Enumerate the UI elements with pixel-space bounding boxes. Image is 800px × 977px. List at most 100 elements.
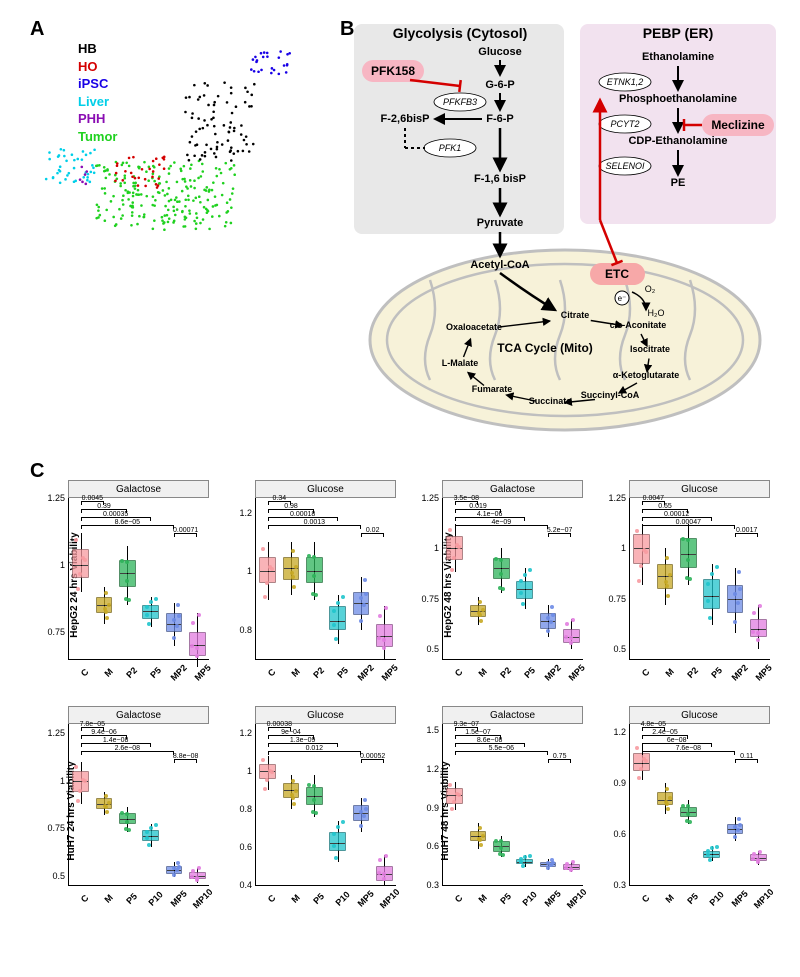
- svg-text:Ethanolamine: Ethanolamine: [642, 51, 714, 63]
- x-ticks: CMP5P10MP5MP10: [68, 888, 209, 916]
- y-tick: 1: [39, 560, 65, 570]
- svg-text:Phosphoethanolamine: Phosphoethanolamine: [619, 93, 737, 105]
- y-tick: 1.25: [413, 493, 439, 503]
- plot-area: 0.811.20.340.980.000180.00130.02: [255, 498, 396, 660]
- plot-area: 0.50.7511.257.8e−059.4e−061.4e−082.6e−08…: [68, 724, 209, 886]
- boxplot-cell: GalactoseHuH7 48 hrs Viability0.30.60.91…: [404, 706, 583, 916]
- p-value: 0.00071: [173, 527, 198, 534]
- svg-text:SELENOI: SELENOI: [605, 161, 645, 171]
- svg-text:O₂: O₂: [645, 284, 656, 294]
- svg-text:PFK158: PFK158: [371, 64, 415, 78]
- legend-item: iPSC: [78, 75, 117, 93]
- p-value: 0.75: [553, 753, 567, 760]
- p-value: 0.00035: [103, 511, 128, 518]
- svg-text:F-6-P: F-6-P: [486, 113, 514, 125]
- p-value: 0.0045: [82, 495, 103, 502]
- svg-text:CDP-Ethanolamine: CDP-Ethanolamine: [628, 135, 727, 147]
- p-value: 7.6e−08: [676, 745, 702, 752]
- p-value: 0.11: [740, 753, 753, 760]
- x-ticks: CMP2P5MP2MP5: [629, 662, 770, 690]
- legend-item: Tumor: [78, 128, 117, 146]
- p-value: 2.6e−08: [115, 745, 141, 752]
- y-tick: 0.75: [600, 594, 626, 604]
- svg-text:Fumarate: Fumarate: [472, 384, 513, 394]
- svg-text:H₂O: H₂O: [648, 308, 665, 318]
- p-value: 5.5e−06: [489, 745, 515, 752]
- p-value: 0.34: [273, 495, 287, 502]
- y-tick: 0.75: [39, 627, 65, 637]
- y-tick: 1.2: [413, 764, 439, 774]
- panel-b-diagram: Glycolysis (Cytosol)PEBP (ER)TCA Cycle (…: [350, 20, 780, 440]
- x-ticks: CMP2P5MP2MP5: [255, 662, 396, 690]
- p-value: 0.019: [469, 503, 487, 510]
- svg-text:F-1,6 bisP: F-1,6 bisP: [474, 173, 526, 185]
- p-value: 5.2e−07: [547, 527, 573, 534]
- y-tick: 1: [413, 543, 439, 553]
- boxplot-cell: Glucose0.30.60.91.24.8e−052.4e−056e−087.…: [591, 706, 770, 916]
- panel-c-row: GalactoseHuH7 24 hrs Viability0.50.7511.…: [30, 706, 770, 916]
- svg-text:ETC: ETC: [605, 267, 629, 281]
- p-value: 1.5e−07: [465, 729, 491, 736]
- boxplot-cell: Glucose0.811.20.340.980.000180.00130.02C…: [217, 480, 396, 690]
- box: [306, 557, 323, 583]
- x-ticks: CMP2P5MP2MP5: [442, 662, 583, 690]
- svg-text:PFK1: PFK1: [439, 143, 462, 153]
- p-value: 4e−09: [491, 519, 511, 526]
- y-tick: 0.3: [413, 880, 439, 890]
- box: [680, 538, 697, 568]
- p-value: 6e−08: [667, 737, 687, 744]
- plot-area: 0.40.60.811.20.000389e−041.3e−090.0120.0…: [255, 724, 396, 886]
- p-value: 0.39: [97, 503, 111, 510]
- y-tick: 0.5: [39, 871, 65, 881]
- y-tick: 1.2: [226, 508, 252, 518]
- box: [516, 581, 533, 599]
- legend-item: Liver: [78, 93, 117, 111]
- p-value: 0.0047: [643, 495, 664, 502]
- panel-a-scatter: [30, 40, 330, 270]
- y-tick: 1.25: [600, 493, 626, 503]
- y-tick: 0.5: [413, 644, 439, 654]
- svg-text:PCYT2: PCYT2: [610, 119, 639, 129]
- p-value: 0.00012: [664, 511, 689, 518]
- x-ticks: CMP5P10MP5MP10: [255, 888, 396, 916]
- p-value: 3.5e−08: [454, 495, 480, 502]
- svg-text:L-Malate: L-Malate: [442, 358, 479, 368]
- y-tick: 0.4: [226, 880, 252, 890]
- y-tick: 0.3: [600, 880, 626, 890]
- boxplot-cell: GalactoseHepG2 24 hrs Viability0.7511.25…: [30, 480, 209, 690]
- p-value: 9e−04: [281, 729, 301, 736]
- y-tick: 0.8: [226, 625, 252, 635]
- p-value: 0.65: [658, 503, 672, 510]
- p-value: 4.8e−05: [641, 721, 667, 728]
- y-tick: 1.25: [39, 728, 65, 738]
- y-tick: 0.6: [413, 841, 439, 851]
- p-value: 8.6e−08: [477, 737, 503, 744]
- svg-text:e⁻: e⁻: [618, 294, 627, 303]
- p-value: 0.98: [284, 503, 298, 510]
- p-value: 0.00052: [360, 753, 385, 760]
- svg-text:Glucose: Glucose: [478, 46, 521, 58]
- y-tick: 0.9: [413, 803, 439, 813]
- svg-text:PEBP (ER): PEBP (ER): [643, 25, 714, 41]
- svg-text:PFKFB3: PFKFB3: [443, 97, 477, 107]
- y-tick: 0.75: [413, 594, 439, 604]
- y-tick: 0.5: [600, 644, 626, 654]
- plot-area: 0.50.7511.250.00470.650.000120.000470.00…: [629, 498, 770, 660]
- p-value: 1.4e−08: [103, 737, 129, 744]
- svg-text:ETNK1,2: ETNK1,2: [607, 77, 644, 87]
- y-tick: 0.75: [39, 823, 65, 833]
- p-value: 4.1e−06: [477, 511, 503, 518]
- p-value: 0.00018: [290, 511, 315, 518]
- svg-text:G-6-P: G-6-P: [485, 79, 514, 91]
- x-tick: MP5: [751, 661, 787, 697]
- y-tick: 1.5: [413, 725, 439, 735]
- y-tick: 1: [39, 776, 65, 786]
- svg-text:Citrate: Citrate: [561, 310, 590, 320]
- p-value: 0.0013: [304, 519, 325, 526]
- svg-text:Glycolysis (Cytosol): Glycolysis (Cytosol): [393, 25, 528, 41]
- legend-item: HO: [78, 58, 117, 76]
- panel-a-legend: HBHOiPSCLiverPHHTumor: [78, 40, 117, 145]
- x-ticks: CMP5P10MP5MP10: [442, 888, 583, 916]
- legend-item: PHH: [78, 110, 117, 128]
- x-tick: MP10: [751, 887, 787, 923]
